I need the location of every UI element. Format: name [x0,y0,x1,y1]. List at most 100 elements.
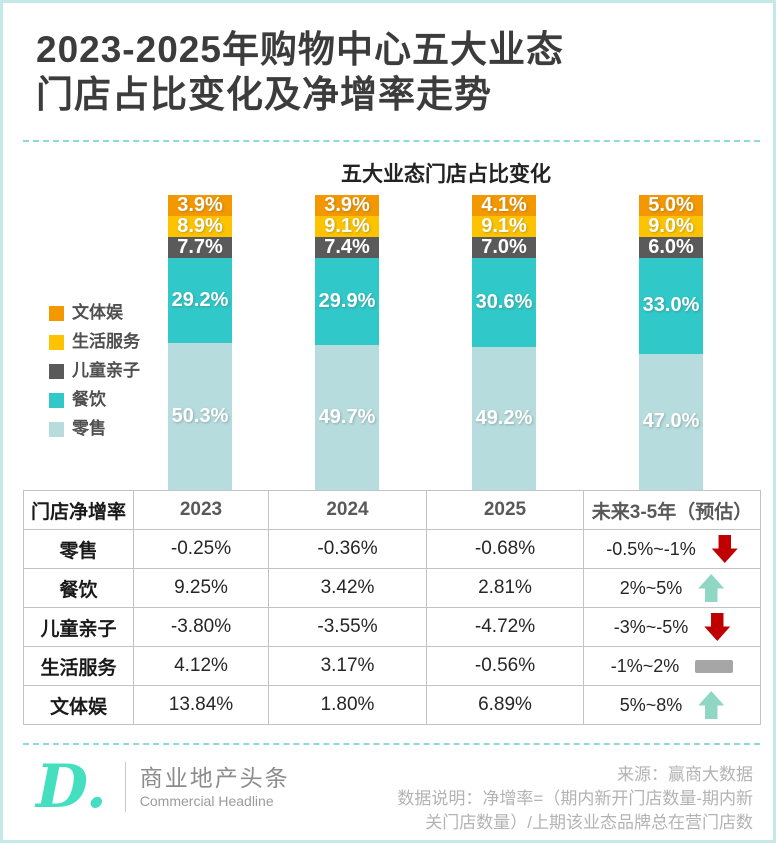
bar-segment-value: 33.0% [642,294,700,317]
cell-value-3-1: 3.17% [268,646,427,686]
legend-item-0: 文体娱 [49,302,140,324]
source-line3: 关门店数量）/上期该业态品牌总在营门店数 [425,813,753,832]
future-wrap: -0.5%~-1% [584,535,760,563]
table-row-1: 餐饮 9.25% 3.42% 2.81% 2%~5% [23,568,761,608]
bar-segment-value: 9.0% [648,215,694,237]
logo-d-icon: D. [36,752,107,822]
cell-value-3-0: 4.12% [133,646,269,686]
legend-label: 零售 [72,419,106,438]
brand-name-cn: 商业地产头条 [139,765,290,791]
top-dashed-divider [23,140,760,142]
table-row-0: 零售 -0.25% -0.36% -0.68% -0.5%~-1% [23,529,761,569]
brand-name-en: Commercial Headline [139,793,274,809]
bar-segment-value: 7.7% [177,236,223,258]
cell-value-1-0: 9.25% [133,568,269,608]
cell-future-0: -0.5%~-1% [583,529,761,569]
legend-item-2: 儿童亲子 [49,360,140,382]
bar-segment-2-1: 9.1% [472,215,536,237]
bar-segment-value: 29.9% [318,290,376,313]
bar-segment-0-3: 29.2% [168,258,232,344]
bar-segment-3-3: 33.0% [639,258,703,354]
bar-segment-value: 3.9% [177,194,223,216]
bar-segment-2-0: 4.1% [472,194,536,216]
trend-up-icon [698,574,725,602]
source-line2: 数据说明：净增率=（期内新开门店数量-期内新 [397,789,753,808]
future-range-text: 2%~5% [619,577,683,598]
cell-future-3: -1%~2% [583,646,761,686]
stacked-bar-3: 5.0% 9.0% 6.0% 33.0% 47.0% [639,194,703,490]
stacked-bar-0: 3.9% 8.9% 7.7% 29.2% 50.3% [168,194,232,490]
trend-down-icon [704,613,731,641]
legend-label: 儿童亲子 [72,361,140,380]
cell-future-1: 2%~5% [583,568,761,608]
table-header-2023: 2023 [133,490,269,530]
cell-value-4-2: 6.89% [426,685,584,725]
bar-segment-0-1: 8.9% [168,215,232,237]
bar-segment-value: 30.6% [475,290,533,313]
bar-segment-value: 5.0% [648,194,694,216]
stacked-bar-1: 3.9% 9.1% 7.4% 29.9% 49.7% [315,194,379,490]
row-label: 文体娱 [23,685,134,725]
source-note: 来源：赢商大数据 数据说明：净增率=（期内新开门店数量-期内新 关门店数量）/上… [397,763,753,835]
bar-segment-1-2: 7.4% [315,236,379,258]
table-header-row: 门店净增率 2023 2024 2025 未来3-5年（预估） [23,490,761,530]
future-wrap: -3%~-5% [584,613,760,641]
bar-segment-1-1: 9.1% [315,215,379,237]
table-header-2024: 2024 [268,490,427,530]
cell-value-2-2: -4.72% [426,607,584,647]
table-body: 零售 -0.25% -0.36% -0.68% -0.5%~-1% 餐饮 9.25% 3.42… [23,529,761,725]
bar-segment-1-4: 49.7% [315,345,379,490]
bar-segment-0-0: 3.9% [168,194,232,216]
cell-value-3-2: -0.56% [426,646,584,686]
cell-value-1-2: 2.81% [426,568,584,608]
table-header-future: 未来3-5年（预估） [583,490,761,530]
bar-segment-3-2: 6.0% [639,236,703,258]
bar-segment-2-3: 30.6% [472,258,536,347]
bar-segment-3-1: 9.0% [639,215,703,237]
bar-segment-1-3: 29.9% [315,258,379,346]
table-row-2: 儿童亲子 -3.80% -3.55% -4.72% -3%~-5% [23,607,761,647]
bar-segment-3-4: 47.0% [639,353,703,490]
bar-segment-value: 50.3% [171,405,229,428]
brand-logo: D. 商业地产头条 Commercial Headline [36,755,290,819]
future-wrap: 5%~8% [584,691,760,719]
row-label: 生活服务 [23,646,134,686]
source-line1: 来源：赢商大数据 [617,765,753,784]
table-row-3: 生活服务 4.12% 3.17% -0.56% -1%~2% [23,646,761,686]
trend-down-icon [711,535,738,563]
legend-swatch-icon [49,334,64,350]
page-title-line1: 2023-2025年购物中心五大业态 [36,29,564,70]
bar-segment-1-0: 3.9% [315,194,379,216]
cell-value-1-1: 3.42% [268,568,427,608]
logo-divider [124,762,126,812]
future-wrap: -1%~2% [584,656,760,677]
chart-legend: 文体娱 生活服务 儿童亲子 餐饮 零售 [49,302,140,447]
stacked-bar-2: 4.1% 9.1% 7.0% 30.6% 49.2% [472,194,536,490]
legend-label: 文体娱 [72,303,123,322]
row-label: 儿童亲子 [23,607,134,647]
bar-segment-value: 49.7% [318,406,376,429]
bar-segment-0-2: 7.7% [168,236,232,258]
bar-segment-value: 7.4% [324,236,370,258]
legend-item-4: 零售 [49,418,140,440]
cell-value-0-0: -0.25% [133,529,269,569]
cell-future-2: -3%~-5% [583,607,761,647]
net-growth-table: 门店净增率 2023 2024 2025 未来3-5年（预估） 零售 -0.25%… [23,490,761,725]
page-title: 2023-2025年购物中心五大业态 门店占比变化及净增率走势 [36,27,564,117]
bar-segment-value: 29.2% [171,289,229,312]
legend-item-1: 生活服务 [49,331,140,353]
row-label: 零售 [23,529,134,569]
bar-segment-value: 7.0% [481,236,527,258]
trend-flat-icon [695,659,734,673]
bar-segment-2-2: 7.0% [472,236,536,258]
cell-future-4: 5%~8% [583,685,761,725]
bar-segment-value: 3.9% [324,194,370,216]
future-range-text: -0.5%~-1% [606,538,696,559]
bars-area: 3.9% 8.9% 7.7% 29.2% 50.3% 3.9% 9.1% 7.4% 29.9% 4… [23,194,760,490]
legend-swatch-icon [49,421,64,437]
row-label: 餐饮 [23,568,134,608]
future-range-text: -1%~2% [610,655,680,676]
bar-segment-2-4: 49.2% [472,346,536,490]
legend-swatch-icon [49,363,64,379]
